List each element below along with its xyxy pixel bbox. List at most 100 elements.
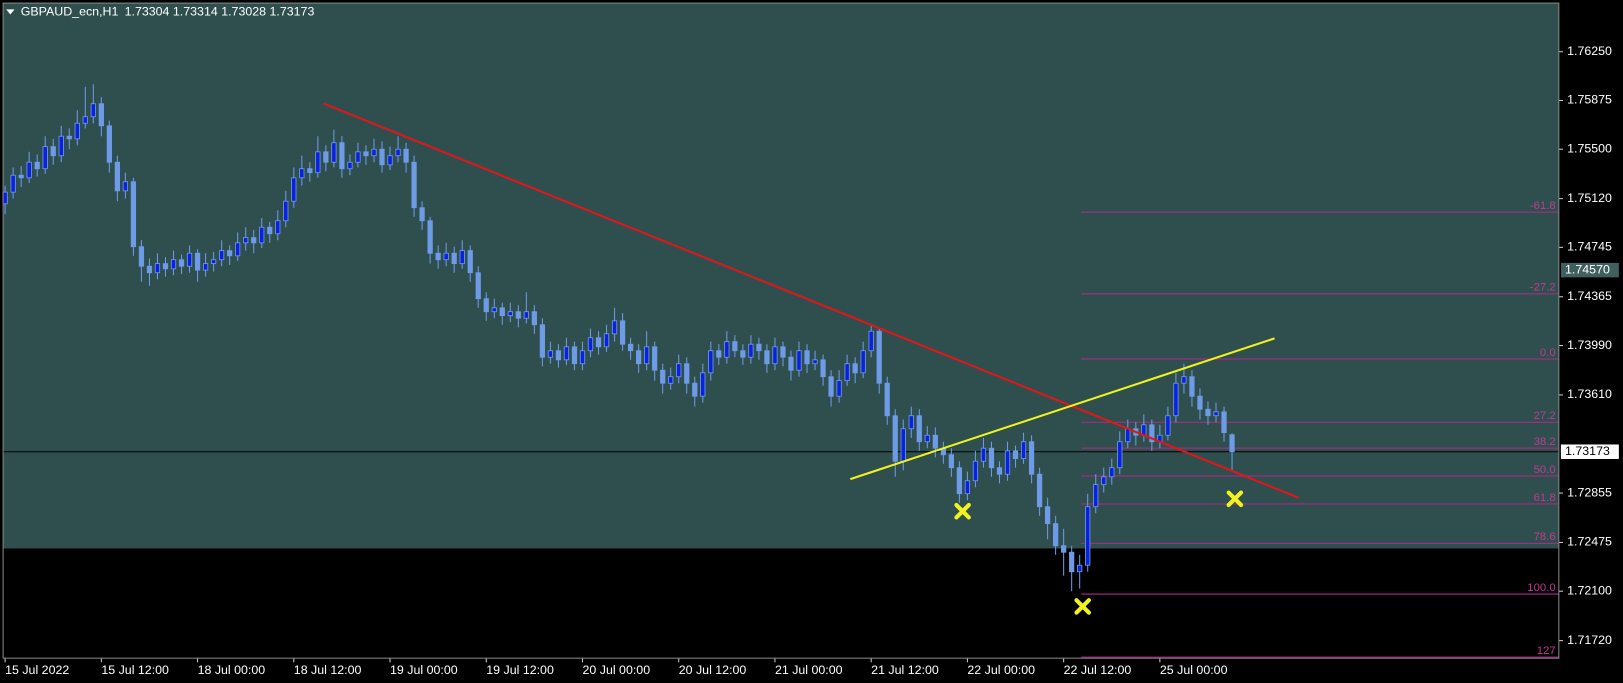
candle-body bbox=[676, 363, 682, 378]
y-tick-label: 1.74365 bbox=[1567, 289, 1612, 303]
candle-body bbox=[243, 237, 249, 244]
candle-body bbox=[515, 311, 521, 319]
candle-body bbox=[1069, 551, 1075, 573]
candle-body bbox=[764, 350, 770, 365]
candle-body bbox=[1117, 441, 1123, 469]
candle-body bbox=[42, 146, 48, 170]
price-label: 1.74570 bbox=[1565, 262, 1610, 276]
candle-body bbox=[820, 359, 826, 378]
candle-body bbox=[772, 346, 778, 365]
y-tick-label: 1.72475 bbox=[1567, 535, 1612, 549]
candle-body bbox=[162, 263, 169, 270]
candle-body bbox=[852, 363, 858, 374]
candle-body bbox=[732, 341, 738, 352]
x-marker bbox=[1074, 598, 1091, 615]
candle-body bbox=[451, 252, 457, 265]
candle-body bbox=[1053, 523, 1059, 547]
candle-body bbox=[563, 346, 570, 361]
candle-body bbox=[1077, 564, 1083, 573]
candle-body bbox=[1221, 411, 1227, 434]
candle-body bbox=[202, 263, 209, 271]
candle-body bbox=[571, 346, 578, 365]
candle-body bbox=[924, 434, 930, 443]
candle-body bbox=[948, 454, 954, 469]
candle-body bbox=[692, 382, 698, 397]
candle-body bbox=[579, 350, 586, 365]
candle-body bbox=[411, 161, 417, 209]
y-tick-label: 1.75120 bbox=[1567, 191, 1612, 205]
candle-body bbox=[980, 447, 987, 462]
candle-body bbox=[259, 226, 265, 244]
candle-body bbox=[1229, 434, 1235, 453]
y-tick-label: 1.75875 bbox=[1567, 93, 1612, 107]
trendline bbox=[323, 102, 1299, 499]
fib-label: 50.0 bbox=[1534, 464, 1556, 476]
candle-body bbox=[499, 307, 505, 317]
candle-body bbox=[636, 350, 642, 365]
x-tick-label: 19 Jul 00:00 bbox=[390, 663, 458, 677]
candle-body bbox=[531, 311, 537, 326]
candle-body bbox=[932, 434, 938, 449]
candle-body bbox=[58, 135, 64, 157]
candle-body bbox=[267, 226, 273, 235]
candle-body bbox=[283, 200, 289, 222]
x-tick-label: 21 Jul 12:00 bbox=[871, 663, 939, 677]
candle-body bbox=[1012, 450, 1019, 460]
candle-body bbox=[740, 350, 746, 358]
candle-body bbox=[1189, 376, 1195, 397]
candle-body bbox=[459, 250, 465, 265]
candle-body bbox=[1061, 545, 1067, 553]
candle-body bbox=[836, 380, 842, 397]
candle-body bbox=[275, 220, 281, 235]
candle-body bbox=[387, 155, 393, 166]
x-tick-label: 15 Jul 12:00 bbox=[101, 663, 169, 677]
candle-body bbox=[603, 333, 610, 348]
candle-body bbox=[684, 363, 690, 384]
fib-label: 38.2 bbox=[1534, 436, 1556, 448]
bid-label-box bbox=[1560, 444, 1619, 459]
candle-body bbox=[138, 246, 145, 267]
x-marker bbox=[1226, 490, 1244, 508]
plot-frame bbox=[2, 2, 1560, 659]
fib-label: 0.0 bbox=[1540, 347, 1556, 359]
candle-body bbox=[1205, 408, 1211, 417]
fib-label: -61.8 bbox=[1530, 200, 1556, 212]
candle-body bbox=[884, 382, 890, 417]
candle-body bbox=[1101, 476, 1107, 486]
candle-body bbox=[130, 181, 137, 248]
candle-body bbox=[724, 341, 730, 358]
menu-triangle[interactable] bbox=[6, 9, 15, 15]
candle-body bbox=[507, 311, 513, 317]
fib-label: 78.6 bbox=[1534, 531, 1556, 543]
candle-body bbox=[700, 372, 706, 397]
fib-label: 100.0 bbox=[1527, 582, 1555, 594]
candle-body bbox=[227, 250, 233, 257]
candle-body bbox=[1149, 424, 1155, 443]
candle-body bbox=[178, 259, 185, 267]
candle-body bbox=[483, 298, 489, 313]
candle-body bbox=[716, 350, 722, 358]
candle-body bbox=[652, 346, 658, 371]
y-tick-label: 1.71720 bbox=[1567, 633, 1612, 647]
candle-body bbox=[1213, 411, 1219, 417]
candle-body bbox=[611, 320, 618, 335]
candle-body bbox=[219, 250, 225, 261]
candle-body bbox=[547, 350, 554, 358]
candle-body bbox=[194, 252, 201, 271]
candle-body bbox=[10, 174, 16, 193]
candle-body bbox=[708, 350, 714, 374]
candle-body bbox=[363, 151, 369, 157]
candle-body bbox=[868, 330, 874, 352]
candle-body bbox=[828, 376, 834, 397]
candle-body bbox=[916, 415, 922, 443]
y-tick-label: 1.73990 bbox=[1567, 338, 1612, 352]
candle-body bbox=[331, 142, 337, 163]
candle-body bbox=[644, 346, 650, 365]
candle-body bbox=[1044, 506, 1051, 525]
quote: 1.73304 1.73314 1.73028 1.73173 bbox=[125, 5, 315, 19]
candle-body bbox=[50, 146, 56, 157]
candle-body bbox=[355, 151, 361, 163]
candle-body bbox=[788, 356, 794, 371]
candle-body bbox=[475, 272, 481, 300]
candle-body bbox=[491, 307, 497, 313]
